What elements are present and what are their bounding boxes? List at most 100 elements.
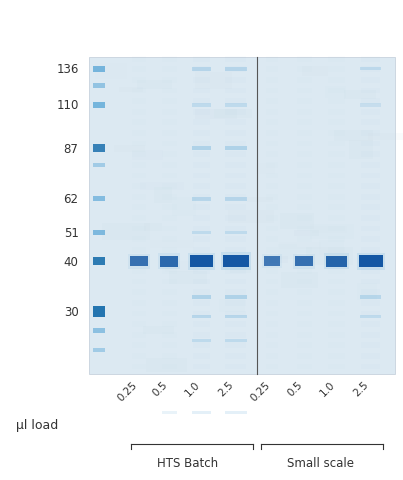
Text: 136: 136 [56,63,79,76]
FancyBboxPatch shape [93,145,105,153]
FancyBboxPatch shape [326,256,347,267]
FancyBboxPatch shape [361,315,381,319]
FancyBboxPatch shape [368,134,403,141]
FancyBboxPatch shape [214,109,252,119]
FancyBboxPatch shape [357,284,377,300]
FancyBboxPatch shape [89,58,395,374]
FancyBboxPatch shape [224,147,247,151]
FancyBboxPatch shape [361,68,381,72]
FancyBboxPatch shape [114,145,145,153]
FancyBboxPatch shape [278,244,297,260]
FancyBboxPatch shape [192,339,211,343]
FancyBboxPatch shape [224,315,247,319]
FancyBboxPatch shape [143,326,174,335]
Text: 62: 62 [64,192,79,206]
FancyBboxPatch shape [228,211,274,224]
FancyBboxPatch shape [195,110,237,120]
FancyBboxPatch shape [192,68,211,72]
FancyBboxPatch shape [102,223,150,241]
FancyBboxPatch shape [93,348,105,352]
FancyBboxPatch shape [93,164,105,168]
FancyBboxPatch shape [264,257,280,266]
FancyBboxPatch shape [172,198,196,216]
FancyBboxPatch shape [324,253,349,270]
FancyBboxPatch shape [95,64,127,80]
FancyBboxPatch shape [195,73,232,90]
FancyBboxPatch shape [361,296,381,300]
Text: 110: 110 [56,99,79,112]
FancyBboxPatch shape [349,141,373,159]
FancyBboxPatch shape [281,273,318,288]
FancyBboxPatch shape [93,329,105,334]
FancyBboxPatch shape [192,197,211,201]
FancyBboxPatch shape [192,411,211,414]
FancyBboxPatch shape [279,242,321,250]
FancyBboxPatch shape [262,254,282,269]
FancyBboxPatch shape [158,254,180,269]
Text: 30: 30 [64,305,79,319]
FancyBboxPatch shape [294,230,319,236]
Text: HTS Batch: HTS Batch [157,456,218,469]
FancyBboxPatch shape [359,255,383,268]
FancyBboxPatch shape [160,256,178,267]
FancyBboxPatch shape [119,88,143,93]
FancyBboxPatch shape [224,411,247,414]
FancyBboxPatch shape [302,67,328,77]
Text: 51: 51 [64,226,79,240]
FancyBboxPatch shape [325,86,346,99]
FancyBboxPatch shape [310,225,354,240]
FancyBboxPatch shape [224,197,247,201]
Text: Small scale: Small scale [287,456,354,469]
FancyBboxPatch shape [295,256,314,267]
FancyBboxPatch shape [93,257,105,266]
FancyBboxPatch shape [222,255,249,268]
FancyBboxPatch shape [128,254,150,269]
FancyBboxPatch shape [221,253,251,270]
FancyBboxPatch shape [256,164,274,175]
FancyBboxPatch shape [93,84,105,89]
FancyBboxPatch shape [93,230,105,235]
Text: 2.5: 2.5 [217,379,236,398]
FancyBboxPatch shape [93,307,105,317]
FancyBboxPatch shape [269,257,288,263]
FancyBboxPatch shape [224,104,247,108]
FancyBboxPatch shape [224,68,247,72]
Text: 0.25: 0.25 [116,379,139,403]
Text: 0.25: 0.25 [249,379,272,403]
FancyBboxPatch shape [165,262,198,273]
FancyBboxPatch shape [247,197,273,203]
FancyBboxPatch shape [224,296,247,300]
Text: 40: 40 [64,255,79,268]
Text: 0.5: 0.5 [286,379,304,398]
Text: 87: 87 [64,142,79,156]
FancyBboxPatch shape [305,248,353,265]
FancyBboxPatch shape [93,197,105,202]
Text: 2.5: 2.5 [352,379,371,398]
FancyBboxPatch shape [192,231,211,234]
FancyBboxPatch shape [192,147,211,151]
FancyBboxPatch shape [224,231,247,234]
FancyBboxPatch shape [361,104,381,108]
FancyBboxPatch shape [192,104,211,108]
FancyBboxPatch shape [140,183,184,190]
FancyBboxPatch shape [334,131,373,142]
FancyBboxPatch shape [224,339,247,343]
FancyBboxPatch shape [280,214,314,229]
FancyBboxPatch shape [192,315,211,319]
FancyBboxPatch shape [154,187,172,204]
FancyBboxPatch shape [219,299,245,312]
Text: 0.5: 0.5 [151,379,169,398]
FancyBboxPatch shape [230,267,251,273]
FancyBboxPatch shape [132,150,163,160]
FancyBboxPatch shape [130,256,148,267]
FancyBboxPatch shape [312,227,347,233]
FancyBboxPatch shape [137,81,172,90]
FancyBboxPatch shape [192,296,211,300]
FancyBboxPatch shape [162,411,177,414]
FancyBboxPatch shape [93,67,105,72]
FancyBboxPatch shape [357,253,385,270]
FancyBboxPatch shape [188,253,214,270]
FancyBboxPatch shape [146,358,187,372]
Text: μl load: μl load [16,418,58,432]
FancyBboxPatch shape [93,103,105,108]
